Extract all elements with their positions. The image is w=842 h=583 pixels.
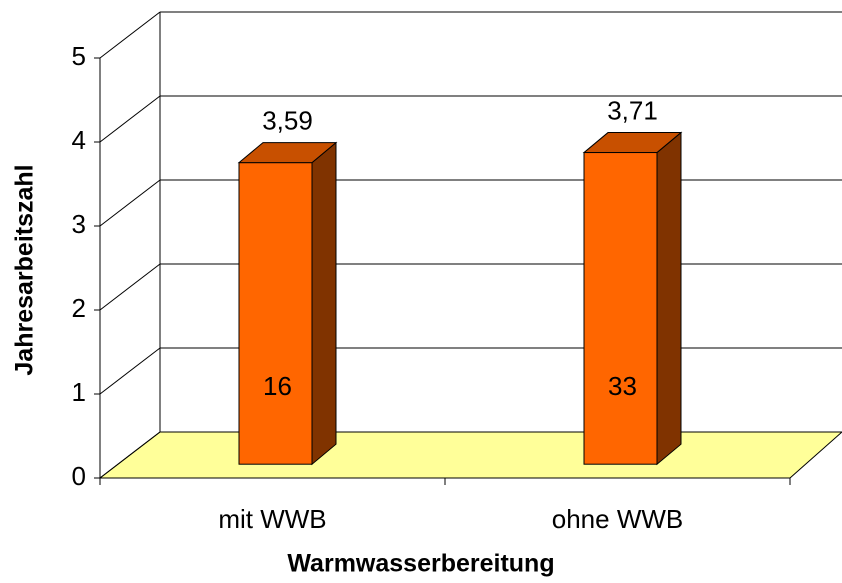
y-axis-label: Jahresarbeitszahl [11, 164, 39, 375]
x-tick-label: mit WWB [218, 504, 326, 534]
y-tick-label: 2 [72, 293, 86, 323]
x-tick-label: ohne WWB [552, 504, 684, 534]
bar [583, 152, 658, 465]
value-label: 3,59 [262, 106, 313, 136]
bar-top [237, 142, 338, 164]
y-tick-label: 1 [72, 377, 86, 407]
y-tick-label: 5 [72, 41, 86, 71]
bar [238, 162, 313, 465]
y-tick-label: 3 [72, 209, 86, 239]
floor [98, 431, 842, 479]
count-label: 16 [263, 371, 292, 401]
x-axis-label: Warmwasserbereitung [287, 550, 554, 578]
bar-side [311, 141, 337, 466]
grid-line-side [99, 263, 161, 311]
grid-line-side [99, 11, 161, 59]
value-label: 3,71 [607, 95, 658, 125]
grid-line-side [99, 179, 161, 227]
bar-side [656, 131, 682, 466]
count-label: 33 [608, 371, 637, 401]
grid-line-side [99, 347, 161, 395]
y-tick-label: 0 [72, 461, 86, 491]
grid-line-side [99, 95, 161, 143]
grid-line-side [99, 431, 161, 479]
y-tick-label: 4 [72, 125, 86, 155]
bar-top [582, 132, 683, 154]
